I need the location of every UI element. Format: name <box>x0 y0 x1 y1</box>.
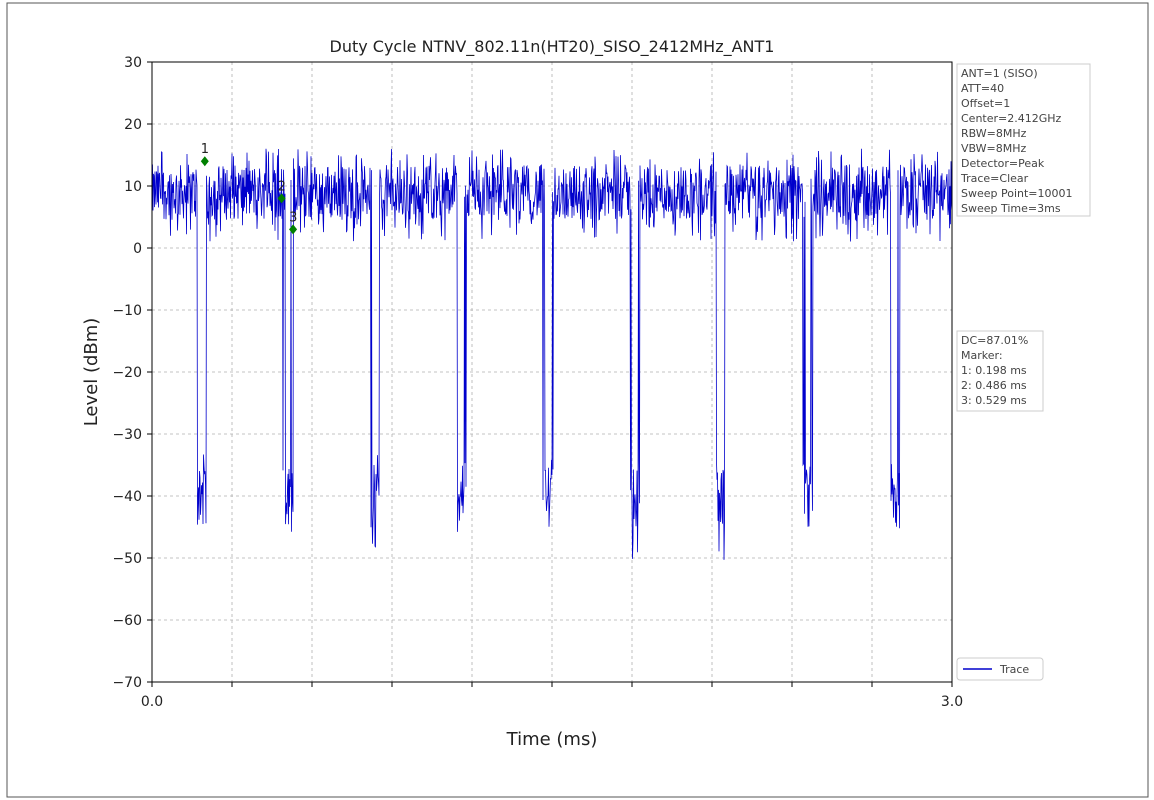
marker-point <box>289 224 298 235</box>
settings-line: Trace=Clear <box>960 172 1029 185</box>
settings-line: ATT=40 <box>961 82 1004 95</box>
settings-line: RBW=8MHz <box>961 127 1027 140</box>
y-tick-label: −20 <box>112 365 142 381</box>
y-tick-label: −10 <box>112 303 142 319</box>
x-tick-label: 3.0 <box>941 694 963 710</box>
legend: Trace <box>956 657 1044 681</box>
settings-line: Offset=1 <box>961 97 1010 110</box>
settings-line: VBW=8MHz <box>961 142 1027 155</box>
result-line: 2: 0.486 ms <box>961 379 1027 392</box>
x-axis-label: Time (ms) <box>506 729 598 750</box>
settings-box-frame <box>956 63 1091 217</box>
result-line: 3: 0.529 ms <box>961 394 1027 407</box>
marker-points: 1 2 3 <box>200 142 298 235</box>
settings-info-box: ANT=1 (SISO) ATT=40 Offset=1 Center=2.412GH… <box>956 63 1091 217</box>
result-info-box: DC=87.01% Marker: 1: 0.198 ms 2: 0.486 ms 3:… <box>956 330 1044 412</box>
result-line: 1: 0.198 ms <box>961 364 1027 377</box>
y-tick-label: 0 <box>133 241 142 257</box>
marker-point <box>277 193 286 204</box>
settings-line: ANT=1 (SISO) <box>961 67 1038 80</box>
trace-series <box>151 148 953 560</box>
settings-line: Detector=Peak <box>961 157 1045 170</box>
legend-frame <box>956 657 1044 681</box>
settings-lines: ANT=1 (SISO) ATT=40 Offset=1 Center=2.412GH… <box>960 67 1073 215</box>
y-tick-label: −50 <box>112 551 142 567</box>
legend-trace-label: Trace <box>999 663 1029 676</box>
result-line: DC=87.01% <box>961 334 1028 347</box>
result-line: Marker: <box>961 349 1003 362</box>
marker-label: 3 <box>289 210 297 225</box>
marker-label: 1 <box>201 142 209 157</box>
trace-line <box>151 148 953 560</box>
y-axis-label: Level (dBm) <box>81 318 102 427</box>
settings-line: Sweep Point=10001 <box>961 187 1073 200</box>
result-box-frame <box>956 330 1044 412</box>
settings-line: Sweep Time=3ms <box>961 202 1061 215</box>
marker-point <box>200 156 209 167</box>
y-tick-label: 20 <box>124 117 142 133</box>
result-lines: DC=87.01% Marker: 1: 0.198 ms 2: 0.486 ms 3:… <box>961 334 1028 407</box>
axis-ticks: 30 20 10 0 −10 −20 −30 −40 −50 −60 −70 0.0 3.0 <box>112 55 963 710</box>
chart-title: Duty Cycle NTNV_802.11n(HT20)_SISO_2412M… <box>330 37 775 57</box>
y-tick-label: 30 <box>124 55 142 71</box>
marker-label: 2 <box>278 179 286 194</box>
settings-line: Center=2.412GHz <box>961 112 1062 125</box>
y-tick-label: −40 <box>112 489 142 505</box>
y-tick-label: −70 <box>112 675 142 691</box>
x-tick-label: 0.0 <box>141 694 163 710</box>
y-tick-label: 10 <box>124 179 142 195</box>
y-tick-label: −60 <box>112 613 142 629</box>
y-tick-label: −30 <box>112 427 142 443</box>
